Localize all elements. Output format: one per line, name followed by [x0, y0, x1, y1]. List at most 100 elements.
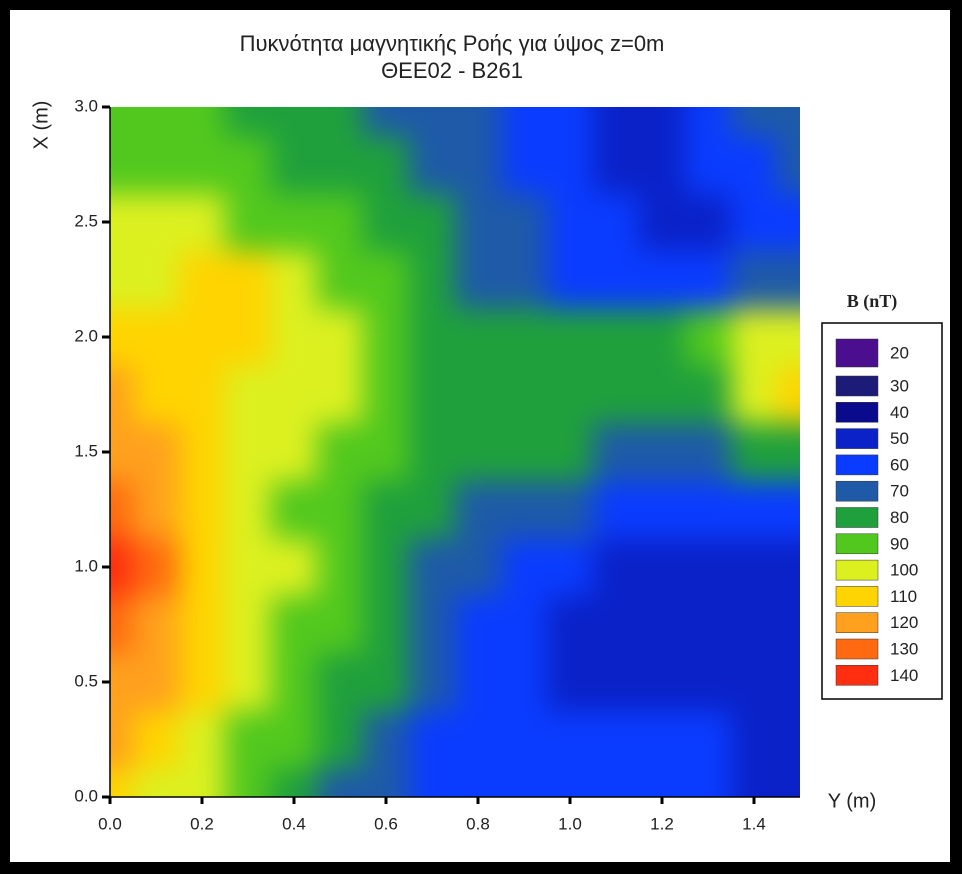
grid-cell [455, 595, 502, 654]
grid-cell [593, 538, 640, 597]
grid-cell [133, 480, 180, 539]
grid-cell [501, 538, 548, 597]
grid-cell [409, 308, 456, 367]
grid-cell [225, 480, 272, 539]
grid-cell [777, 768, 800, 797]
grid-cell [179, 768, 226, 797]
grid-cell [317, 365, 364, 424]
grid-cell [133, 768, 180, 797]
grid-cell [110, 653, 134, 712]
grid-cell [639, 250, 686, 309]
grid-cell [685, 538, 732, 597]
chart-title: Πυκνότητα μαγνητικής Ροής για ύψος z=0m [240, 31, 665, 56]
grid-cell [639, 480, 686, 539]
grid-cell [731, 107, 778, 137]
grid-cell [225, 595, 272, 654]
grid-cell [225, 135, 272, 194]
legend-swatch [835, 507, 879, 528]
grid-cell [271, 308, 318, 367]
grid-cell [133, 710, 180, 769]
grid-cell [271, 768, 318, 797]
grid-cell [225, 423, 272, 482]
grid-cell [110, 768, 134, 797]
grid-cell [225, 538, 272, 597]
grid-cell [409, 107, 456, 137]
x-axis-label: Y (m) [828, 790, 877, 812]
grid-cell [110, 135, 134, 194]
grid-cell [731, 653, 778, 712]
grid-cell [593, 107, 640, 137]
grid-cell [317, 710, 364, 769]
grid-cell [133, 193, 180, 252]
legend-swatch [835, 402, 879, 423]
legend-label: 20 [890, 343, 909, 362]
grid-cell [409, 768, 456, 797]
grid-cell [363, 365, 410, 424]
grid-cell [501, 107, 548, 137]
grid-cell [685, 768, 732, 797]
grid-cell [593, 480, 640, 539]
grid-cell [593, 768, 640, 797]
legend-swatch [835, 338, 879, 368]
legend-swatch [835, 533, 879, 555]
grid-cell [455, 308, 502, 367]
legend-label: 110 [890, 587, 917, 606]
x-tick-label: 1.2 [650, 814, 674, 833]
grid-cell [547, 710, 594, 769]
grid-cell [110, 193, 134, 252]
grid-cell [639, 135, 686, 194]
x-tick-label: 1.0 [558, 814, 582, 833]
grid-cell [179, 423, 226, 482]
grid-cell [409, 135, 456, 194]
grid-cell [685, 365, 732, 424]
grid-cell [731, 768, 778, 797]
grid-cell [110, 480, 134, 539]
grid-cell [363, 710, 410, 769]
grid-cell [777, 538, 800, 597]
grid-cell [685, 595, 732, 654]
grid-cell [593, 193, 640, 252]
grid-cell [363, 768, 410, 797]
grid-cell [225, 107, 272, 137]
y-tick-label: 2.5 [74, 211, 98, 230]
grid-cell [455, 135, 502, 194]
grid-cell [133, 423, 180, 482]
grid-cell [777, 423, 800, 482]
grid-cell [179, 538, 226, 597]
grid-cell [317, 250, 364, 309]
grid-cell [409, 480, 456, 539]
grid-cell [179, 480, 226, 539]
grid-cell [639, 365, 686, 424]
grid-cell [639, 308, 686, 367]
grid-cell [179, 595, 226, 654]
legend-label: 30 [890, 376, 909, 395]
legend-label: 90 [890, 534, 909, 553]
grid-cell [455, 365, 502, 424]
grid-cell [225, 653, 272, 712]
grid-cell [455, 107, 502, 137]
grid-cell [777, 193, 800, 252]
legend-label: 100 [890, 561, 918, 580]
grid-cell [777, 480, 800, 539]
grid-cell [179, 365, 226, 424]
legend-swatch [835, 428, 879, 449]
grid-cell [225, 250, 272, 309]
grid-cell [317, 107, 364, 137]
grid-cell [547, 480, 594, 539]
grid-cell [179, 135, 226, 194]
legend-label: 50 [890, 429, 909, 448]
grid-cell [593, 135, 640, 194]
grid-cell [501, 595, 548, 654]
grid-cell [593, 595, 640, 654]
chart-subtitle: ΘΕΕ02 - B261 [381, 58, 523, 83]
grid-cell [363, 193, 410, 252]
grid-cell [455, 250, 502, 309]
grid-cell [547, 538, 594, 597]
grid-cell [225, 710, 272, 769]
grid-cell [271, 193, 318, 252]
grid-cell [455, 193, 502, 252]
legend-label: 140 [890, 666, 918, 685]
grid-cell [110, 107, 134, 137]
grid-cell [363, 538, 410, 597]
grid-cell [501, 135, 548, 194]
